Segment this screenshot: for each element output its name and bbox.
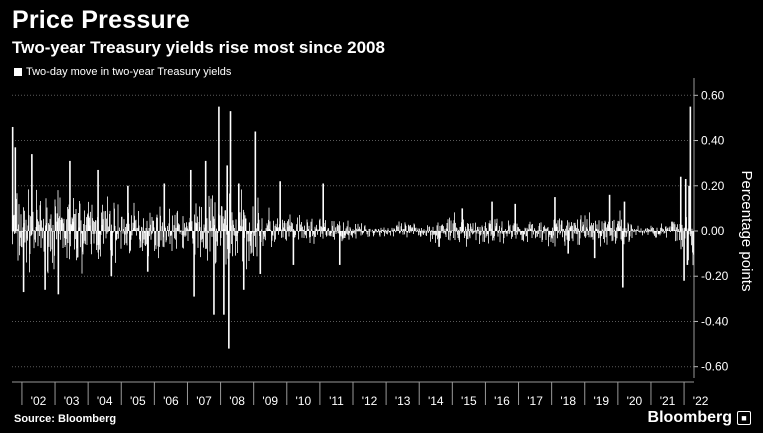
brand-logo: Bloomberg ■ [648, 409, 751, 427]
chart-title: Price Pressure [12, 6, 190, 34]
y-tick-label: 0.00 [701, 224, 725, 238]
legend-label: Two-day move in two-year Treasury yields [26, 66, 232, 78]
x-tick-label: '08 [229, 394, 245, 408]
x-tick-label: '18 [560, 394, 576, 408]
y-tick-label: -0.20 [701, 269, 729, 283]
x-tick-label: '14 [428, 394, 444, 408]
x-tick-label: '10 [296, 394, 312, 408]
x-tick-label: '16 [494, 394, 510, 408]
x-tick-label: '07 [196, 394, 212, 408]
y-tick-label: -0.60 [701, 360, 729, 374]
x-tick-label: '19 [593, 394, 609, 408]
brand-mark-icon: ■ [737, 411, 751, 425]
y-tick-label: 0.40 [701, 134, 725, 148]
x-tick-label: '05 [130, 394, 146, 408]
yield-move-spikes [12, 189, 694, 274]
y-tick-label: 0.60 [701, 88, 725, 102]
x-tick-label: '09 [262, 394, 278, 408]
x-tick-label: '06 [163, 394, 179, 408]
x-tick-label: '15 [461, 394, 477, 408]
y-axis-title: Percentage points [738, 171, 755, 292]
x-tick-label: '21 [660, 394, 676, 408]
x-tick-label: '13 [395, 394, 411, 408]
x-tick-label: '22 [693, 394, 709, 408]
y-tick-label: 0.20 [701, 179, 725, 193]
y-tick-label: -0.40 [701, 314, 729, 328]
legend-swatch [14, 68, 22, 76]
x-tick-label: '03 [64, 394, 80, 408]
x-tick-label: '04 [97, 394, 113, 408]
chart-subtitle: Two-year Treasury yields rise most since… [12, 38, 385, 57]
x-tick-label: '11 [329, 394, 344, 408]
brand-name: Bloomberg [647, 409, 732, 426]
x-tick-label: '12 [362, 394, 378, 408]
x-tick-label: '02 [31, 394, 47, 408]
x-tick-label: '20 [627, 394, 643, 408]
x-tick-label: '17 [527, 394, 543, 408]
source-note: Source: Bloomberg [14, 413, 117, 425]
chart-legend: Two-day move in two-year Treasury yields [14, 66, 231, 78]
